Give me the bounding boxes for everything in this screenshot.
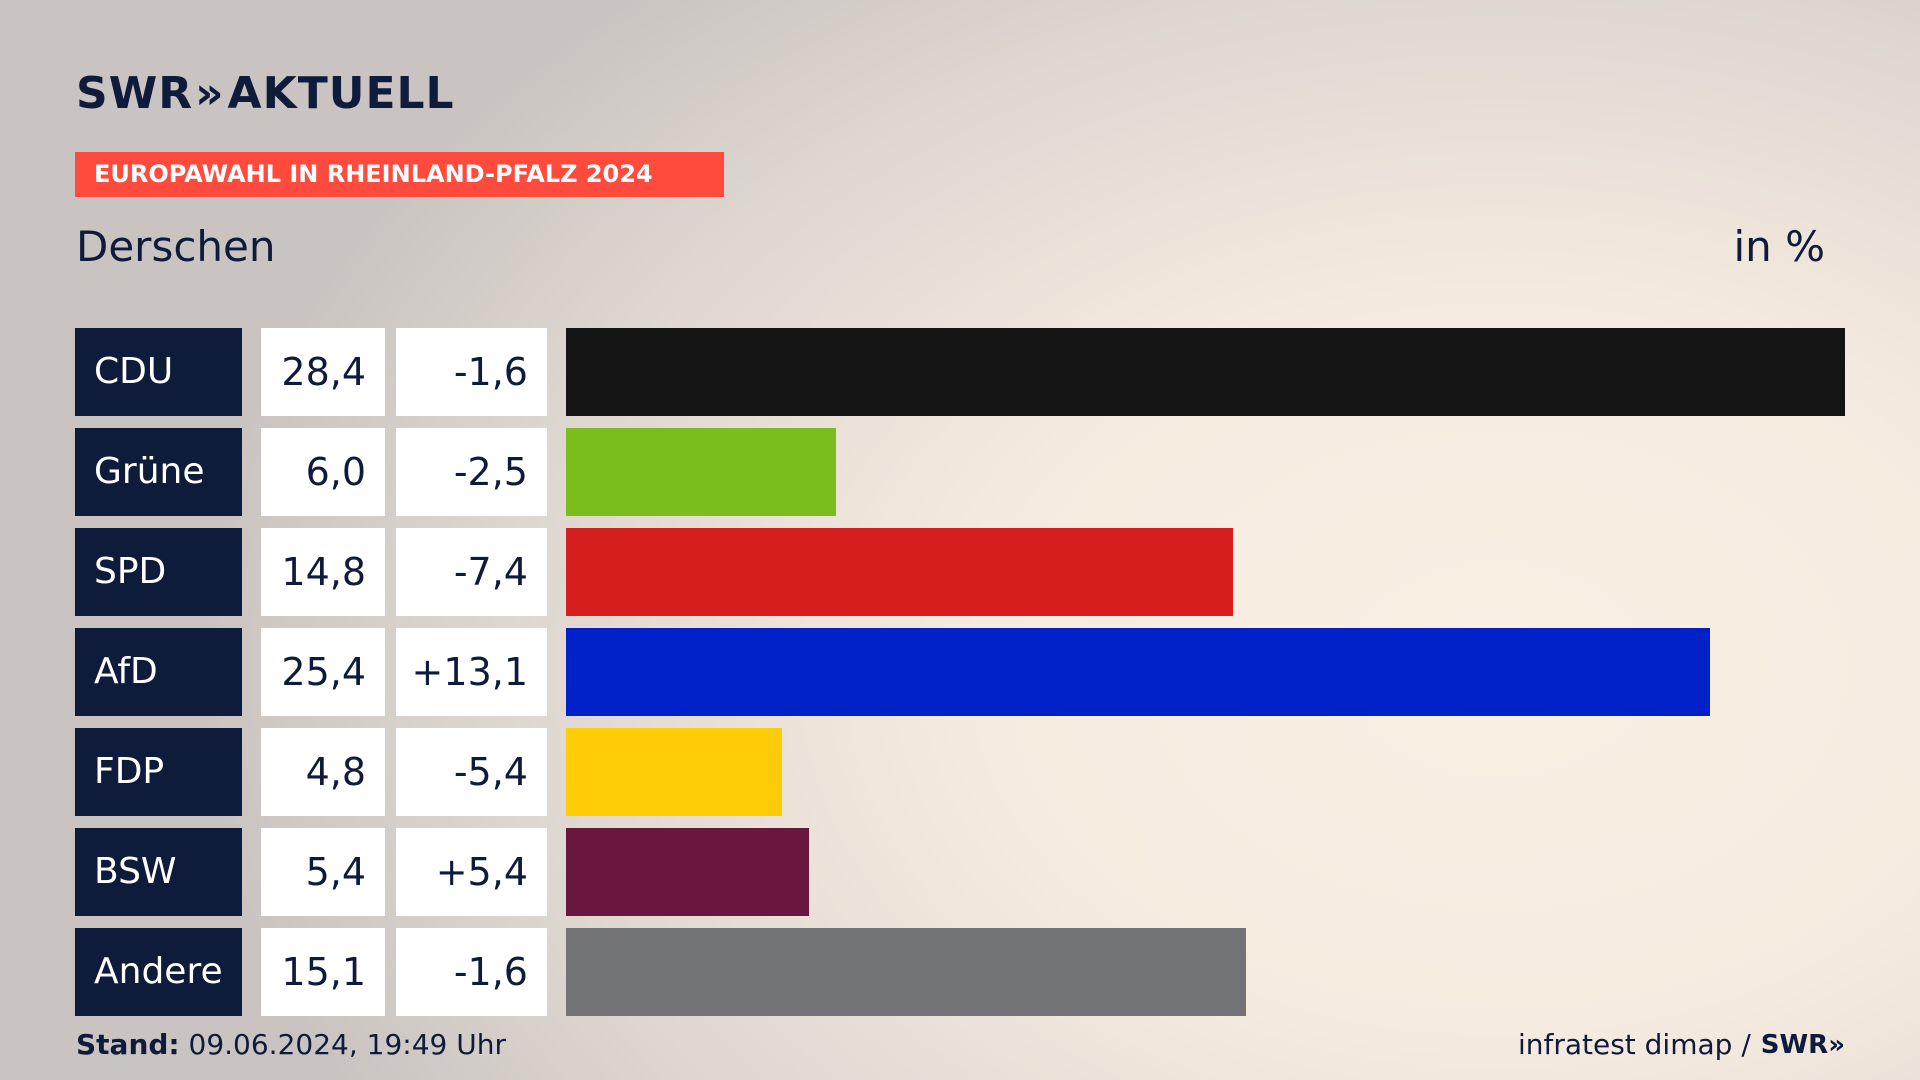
stand-label: Stand: [76, 1028, 180, 1061]
party-label: CDU [75, 328, 242, 416]
result-row: SPD 14,8 -7,4 [75, 528, 1845, 616]
swr-aktuell-logo: SWR » AKTUELL [76, 67, 455, 119]
vote-share-value: 14,8 [261, 528, 385, 616]
result-row: Andere 15,1 -1,6 [75, 928, 1845, 1016]
stand-value: 09.06.2024, 19:49 Uhr [179, 1028, 506, 1061]
swr-mini-logo: SWR» [1760, 1029, 1845, 1060]
party-label: BSW [75, 828, 242, 916]
result-row: Grüne 6,0 -2,5 [75, 428, 1845, 516]
vote-share-value: 25,4 [261, 628, 385, 716]
timestamp: Stand: 09.06.2024, 19:49 Uhr [76, 1028, 506, 1061]
source-credit: infratest dimap / SWR» [1518, 1028, 1845, 1061]
party-label: FDP [75, 728, 242, 816]
election-banner: EUROPAWAHL IN RHEINLAND-PFALZ 2024 [75, 152, 724, 197]
vote-change-value: +5,4 [396, 828, 547, 916]
vote-share-value: 6,0 [261, 428, 385, 516]
result-bar [566, 828, 809, 916]
vote-change-value: -2,5 [396, 428, 547, 516]
result-bar [566, 928, 1246, 1016]
result-row: AfD 25,4 +13,1 [75, 628, 1845, 716]
vote-share-value: 28,4 [261, 328, 385, 416]
result-bar [566, 528, 1233, 616]
party-label: SPD [75, 528, 242, 616]
logo-chevron-icon: » [195, 67, 224, 119]
vote-change-value: +13,1 [396, 628, 547, 716]
vote-share-value: 4,8 [261, 728, 385, 816]
logo-swr-text: SWR [76, 67, 194, 119]
party-label: Grüne [75, 428, 242, 516]
vote-change-value: -5,4 [396, 728, 547, 816]
party-label: AfD [75, 628, 242, 716]
location-title: Derschen [76, 222, 276, 271]
result-row: FDP 4,8 -5,4 [75, 728, 1845, 816]
vote-share-value: 15,1 [261, 928, 385, 1016]
vote-change-value: -7,4 [396, 528, 547, 616]
result-row: CDU 28,4 -1,6 [75, 328, 1845, 416]
logo-aktuell-text: AKTUELL [227, 67, 455, 119]
result-bar [566, 628, 1710, 716]
vote-change-value: -1,6 [396, 928, 547, 1016]
source-text: infratest dimap / [1517, 1028, 1751, 1061]
result-bar [566, 328, 1845, 416]
vote-share-value: 5,4 [261, 828, 385, 916]
party-label: Andere [75, 928, 242, 1016]
vote-change-value: -1,6 [396, 328, 547, 416]
unit-label: in % [1733, 222, 1825, 271]
result-bar [566, 728, 782, 816]
result-bar [566, 428, 836, 516]
result-row: BSW 5,4 +5,4 [75, 828, 1845, 916]
